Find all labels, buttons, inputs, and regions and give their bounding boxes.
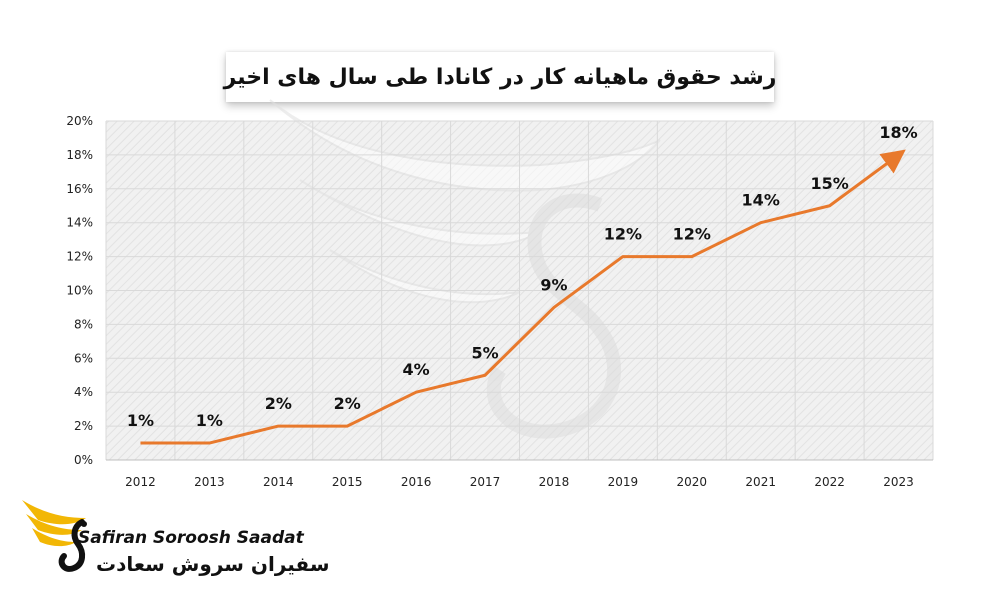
chart-title-box: رشد حقوق ماهیانه کار در کانادا طی سال ها…: [223, 52, 777, 102]
series-polyline: [140, 149, 906, 445]
x-tick-label: 2018: [539, 475, 570, 489]
x-tick-label: 2015: [332, 475, 363, 489]
y-tick-label: 4%: [74, 385, 93, 399]
data-label: 15%: [810, 174, 848, 193]
chart-title: رشد حقوق ماهیانه کار در کانادا طی سال ها…: [223, 64, 777, 90]
data-label: 4%: [403, 360, 430, 379]
x-tick-label: 2016: [401, 475, 432, 489]
x-tick-label: 2014: [263, 475, 294, 489]
x-tick-label: 2013: [194, 475, 225, 489]
x-tick-label: 2021: [745, 475, 776, 489]
data-label: 18%: [879, 123, 917, 142]
data-label: 9%: [540, 275, 567, 294]
x-tick-label: 2023: [883, 475, 914, 489]
x-axis: 2012 2013 2014 2015 2016 2017 2018 2019 2020 2021…: [106, 459, 933, 489]
y-tick-label: 20%: [66, 114, 93, 128]
y-tick-label: 2%: [74, 419, 93, 433]
x-tick-label: 2012: [125, 475, 156, 489]
data-label: 2%: [265, 394, 292, 413]
data-label: 12%: [673, 225, 711, 244]
data-label: 1%: [196, 411, 223, 430]
y-tick-label: 12%: [66, 250, 93, 264]
series-line: [140, 149, 906, 445]
y-tick-label: 6%: [74, 351, 93, 365]
y-tick-label: 10%: [66, 284, 93, 298]
y-tick-label: 18%: [66, 148, 93, 162]
data-label: 2%: [334, 394, 361, 413]
data-label: 1%: [127, 411, 154, 430]
y-tick-label: 0%: [74, 453, 93, 467]
x-tick-label: 2019: [608, 475, 639, 489]
data-label: 14%: [742, 191, 780, 210]
brand-logo: [20, 492, 300, 587]
data-label: 12%: [604, 225, 642, 244]
data-label: 5%: [471, 343, 498, 362]
x-tick-label: 2017: [470, 475, 501, 489]
brand-name-english: Safiran Soroosh Saadat: [78, 528, 304, 548]
brand-name-persian: سفیران سروش سعادت: [96, 552, 330, 576]
y-tick-label: 16%: [66, 182, 93, 196]
y-axis: 0% 2% 4% 6% 8% 10% 12% 14% 16% 18% 20%: [66, 114, 93, 467]
y-tick-label: 8%: [74, 317, 93, 331]
x-tick-label: 2020: [677, 475, 708, 489]
data-labels: 1% 1% 2% 2% 4% 5% 9% 12% 12% 14% 15% 18%: [127, 123, 918, 430]
x-tick-label: 2022: [814, 475, 845, 489]
y-tick-label: 14%: [66, 216, 93, 230]
brand-bird-icon: [22, 500, 87, 572]
